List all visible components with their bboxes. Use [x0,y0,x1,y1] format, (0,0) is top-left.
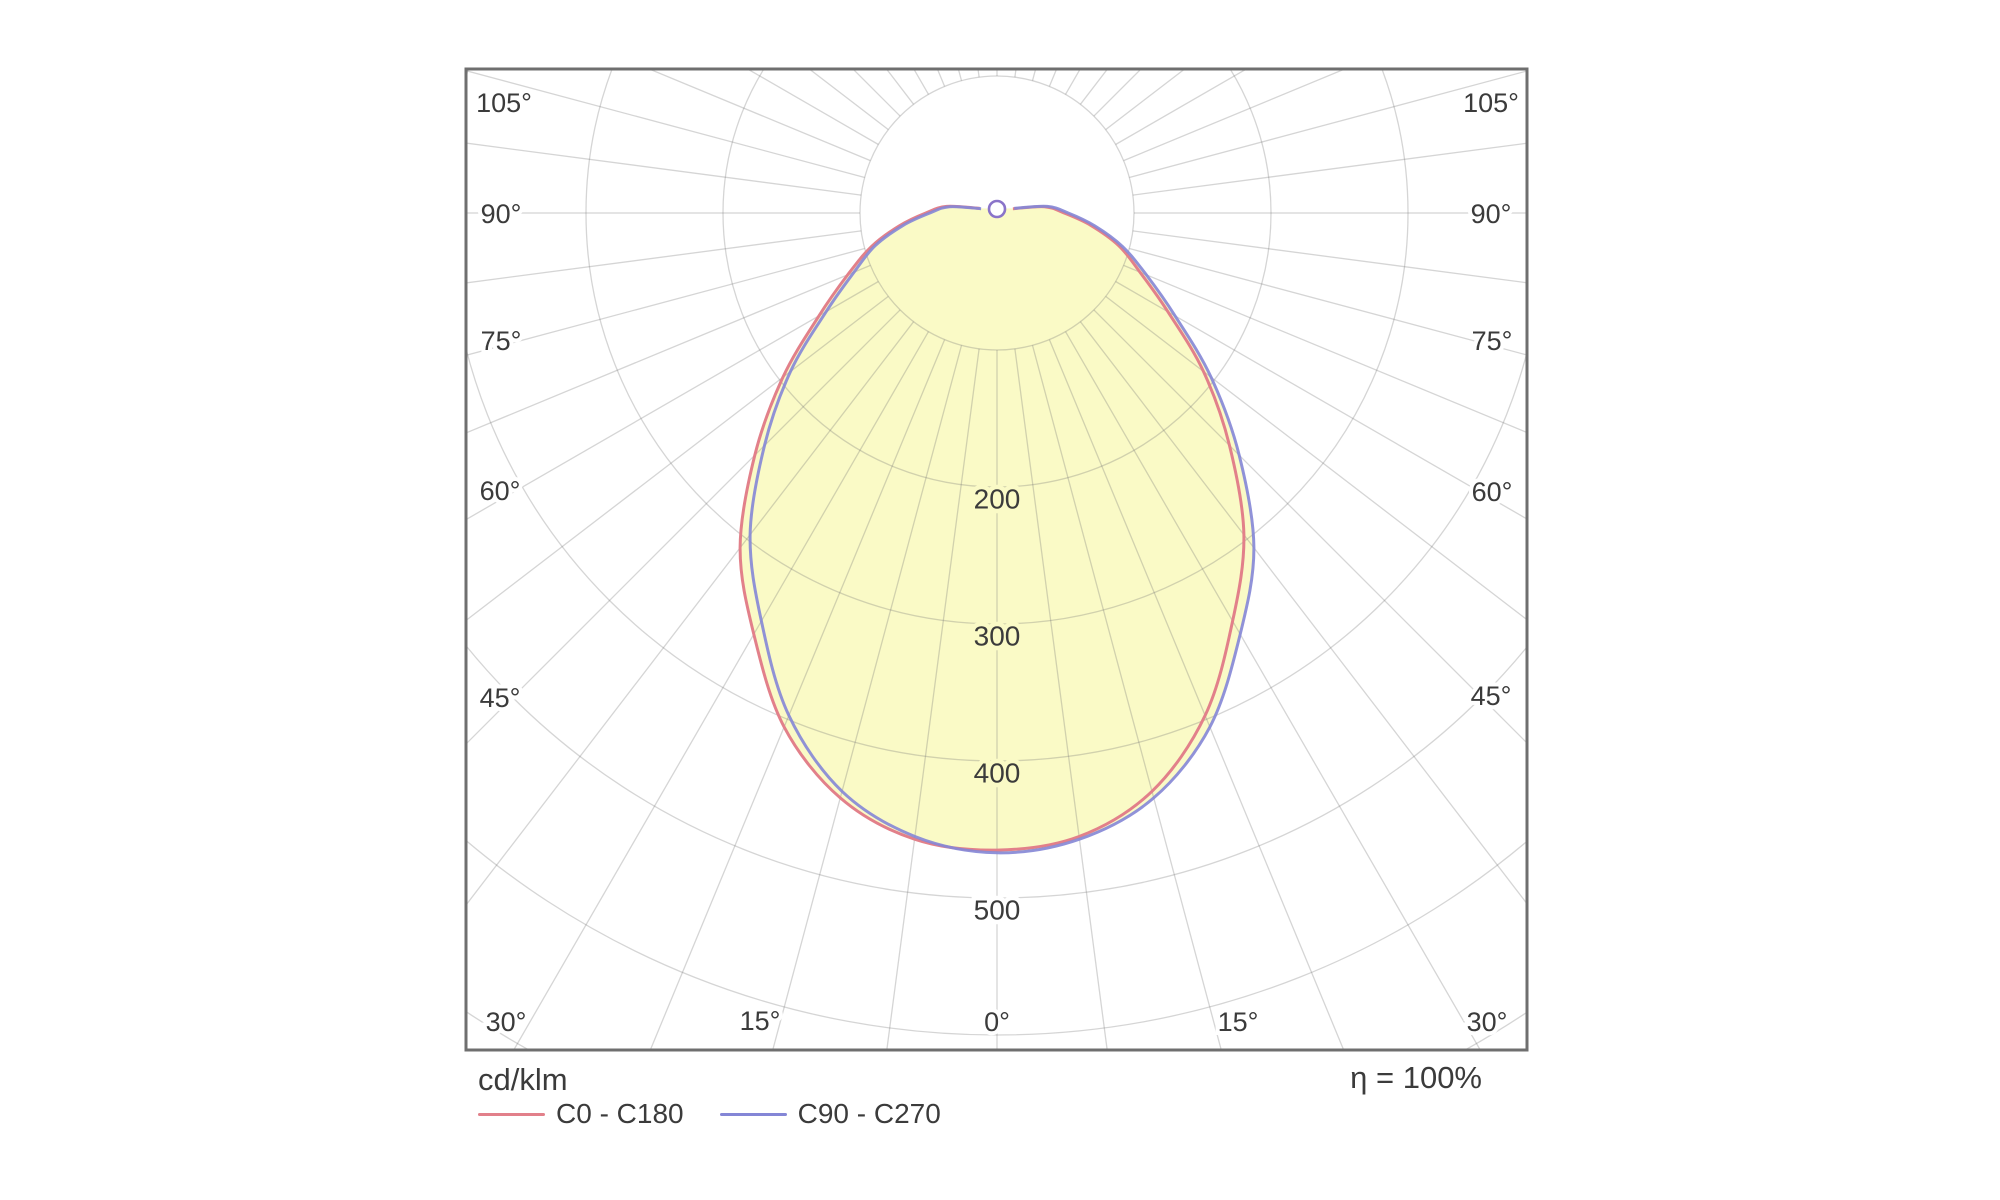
ring-label-200: 200 [974,483,1021,514]
ring-label-500: 500 [974,894,1021,925]
grid-ray [977,69,980,78]
legend-swatch-c90-c270 [719,1112,787,1116]
efficiency-label: η = 100% [1350,1060,1482,1095]
angle-label-12-75: 75° [1472,326,1513,356]
grid-ray [649,339,946,1050]
grid-ray [512,331,930,1050]
angle-label-14-105: 105° [1463,88,1519,118]
angle-label-0-105: 105° [476,88,532,118]
grid-ray [466,309,901,745]
plot-border [464,67,1529,1052]
angle-label-11-60: 60° [1472,477,1513,507]
curve-c0-c180 [738,204,1246,852]
angle-label-9-30: 30° [1467,1007,1508,1037]
grid-ray [466,295,889,622]
grid-ring-200 [722,69,1272,488]
grid-ring-500 [466,644,1527,899]
luminaire-marker [987,199,1007,219]
angle-label-1-90: 90° [481,199,522,229]
grid-ray [466,142,862,196]
grid-ray [1123,264,1527,434]
grid-ray [1014,348,1108,1050]
angle-label-3-60: 60° [480,476,521,506]
angle-label-6-15: 15° [740,1006,781,1036]
beam-fill-c90-c270 [750,206,1254,853]
grid-ring-100 [859,75,1135,351]
grid-ray [1132,230,1527,284]
grid-ray [1105,295,1527,621]
grid-ray [1048,339,1345,1050]
angle-label-10-45: 45° [1471,681,1512,711]
grid-ray [466,321,915,907]
grid-ray [1129,70,1527,179]
grid-ray [1031,345,1222,1050]
grid-ring-400 [466,69,1527,762]
legend-item-c0-c180: C0 - C180 [478,1098,684,1130]
grid-ray [886,348,980,1050]
grid-ray [1079,321,1527,905]
grid-ray [1123,69,1347,162]
legend-label-c0-c180: C0 - C180 [556,1098,684,1129]
grid-ray [466,70,865,179]
grid-ray [772,345,963,1050]
ring-label-300: 300 [974,620,1021,651]
angle-label-13-90: 90° [1471,199,1512,229]
grid-ray [1093,309,1527,744]
grid-ray [1115,280,1527,520]
grid-ray [466,230,862,284]
grid-ray [466,264,871,434]
legend-label-c90-c270: C90 - C270 [797,1098,941,1129]
unit-label: cd/klm [478,1062,568,1097]
grid-ray [1064,331,1482,1050]
ring-label-400: 400 [974,757,1021,788]
grid-ray [1132,142,1527,196]
grid-ring-300 [585,69,1409,625]
grid-ray [466,247,865,356]
grid-ray [1129,247,1527,356]
angle-label-8-15: 15° [1218,1007,1259,1037]
legend-item-c90-c270: C90 - C270 [719,1098,941,1130]
angle-label-7-0: 0° [984,1007,1010,1037]
legend: C0 - C180 C90 - C270 [478,1098,941,1130]
angle-label-2-75: 75° [481,326,522,356]
angle-label-5-30: 30° [486,1007,527,1037]
legend-swatch-c0-c180 [478,1112,545,1116]
angle-label-4-45: 45° [480,683,521,713]
grid-ray [1014,69,1017,78]
curve-c90-c270 [748,204,1256,855]
grid-ray [466,280,879,521]
grid-ray [647,69,871,162]
grid-ring-600 [466,839,1527,1036]
